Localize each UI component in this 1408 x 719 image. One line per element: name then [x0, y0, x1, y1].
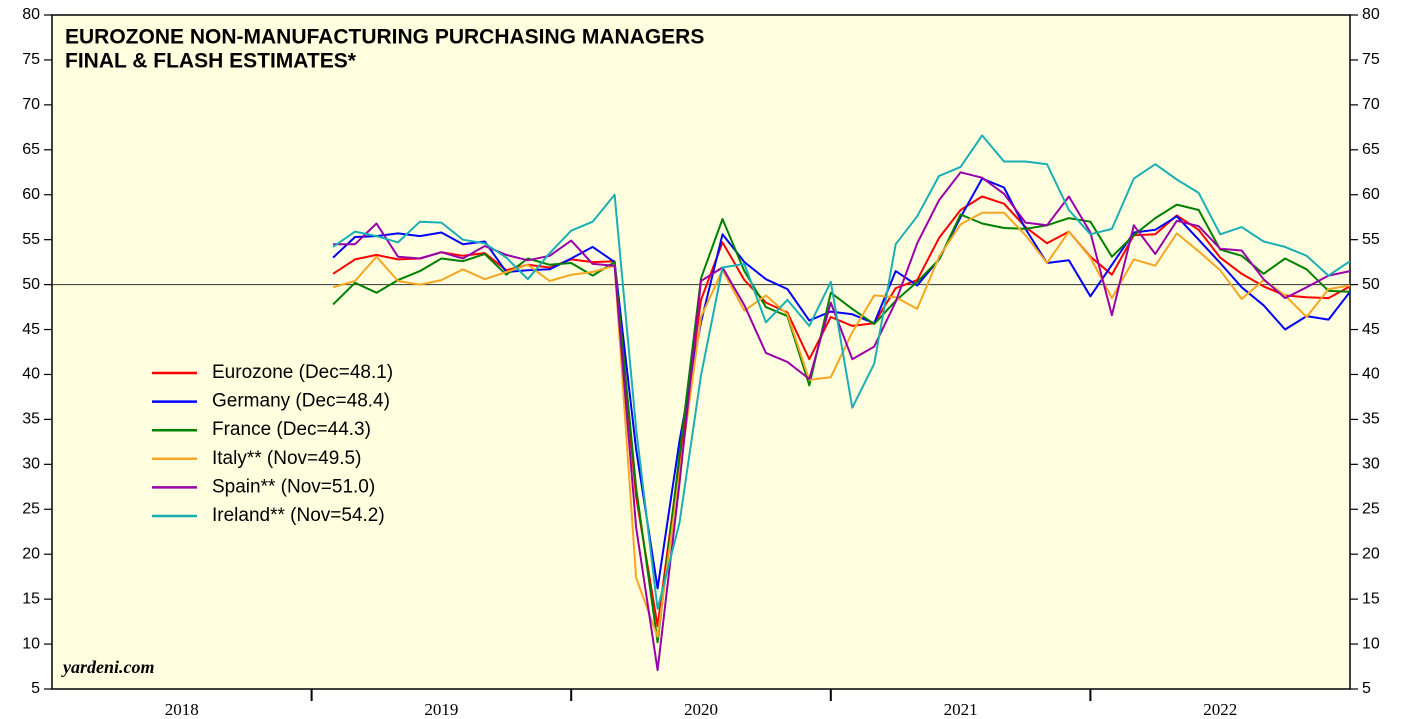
chart-title: EUROZONE NON-MANUFACTURING PURCHASING MA… — [65, 26, 704, 49]
y2-tick-label: 10 — [1362, 635, 1380, 652]
y-tick-label: 50 — [22, 276, 40, 293]
y-tick-label: 45 — [22, 321, 40, 338]
legend-label: Eurozone (Dec=48.1) — [212, 362, 393, 383]
y-tick-label: 70 — [22, 96, 40, 113]
legend-label: Italy** (Nov=49.5) — [212, 448, 361, 469]
series-line — [332, 203, 1351, 644]
y-tick-label: 65 — [22, 141, 40, 158]
y-tick-label: 25 — [22, 500, 40, 517]
y2-tick-label: 55 — [1362, 231, 1380, 248]
y2-tick-label: 80 — [1362, 6, 1380, 23]
x-tick-label: 2020 — [684, 700, 718, 719]
x-tick-label: 2019 — [424, 700, 458, 719]
y-tick-label: 30 — [22, 456, 40, 473]
y2-tick-label: 35 — [1362, 411, 1380, 428]
y-tick-label: 5 — [31, 680, 40, 697]
chart-title: FINAL & FLASH ESTIMATES* — [65, 50, 357, 73]
y-tick-label: 40 — [22, 366, 40, 383]
y2-tick-label: 50 — [1362, 276, 1380, 293]
x-tick-label: 2018 — [165, 700, 199, 719]
y-tick-label: 20 — [22, 545, 40, 562]
y2-tick-label: 25 — [1362, 500, 1380, 517]
y2-tick-label: 5 — [1362, 680, 1371, 697]
watermark: yardeni.com — [61, 657, 155, 677]
y-tick-label: 75 — [22, 51, 40, 68]
y-tick-label: 10 — [22, 635, 40, 652]
legend-label: Germany (Dec=48.4) — [212, 391, 390, 412]
y2-tick-label: 45 — [1362, 321, 1380, 338]
legend-label: France (Dec=44.3) — [212, 419, 371, 440]
series-line — [332, 177, 1351, 590]
x-tick-label: 2021 — [944, 700, 978, 719]
y-tick-label: 80 — [22, 6, 40, 23]
y-tick-label: 15 — [22, 590, 40, 607]
legend-label: Spain** (Nov=51.0) — [212, 476, 375, 497]
y2-tick-label: 30 — [1362, 456, 1380, 473]
y2-tick-label: 40 — [1362, 366, 1380, 383]
y-tick-label: 60 — [22, 186, 40, 203]
x-tick-label: 2022 — [1203, 700, 1237, 719]
y2-tick-label: 20 — [1362, 545, 1380, 562]
y-tick-label: 55 — [22, 231, 40, 248]
legend-label: Ireland** (Nov=54.2) — [212, 505, 385, 526]
series-line — [332, 134, 1351, 610]
series-line — [333, 171, 1351, 672]
y-tick-label: 35 — [22, 411, 40, 428]
plot-area — [51, 14, 1351, 690]
y2-tick-label: 15 — [1362, 590, 1380, 607]
y2-tick-label: 65 — [1362, 141, 1380, 158]
y2-tick-label: 60 — [1362, 186, 1380, 203]
y2-tick-label: 75 — [1362, 51, 1380, 68]
y2-tick-label: 70 — [1362, 96, 1380, 113]
series-line — [332, 211, 1351, 638]
